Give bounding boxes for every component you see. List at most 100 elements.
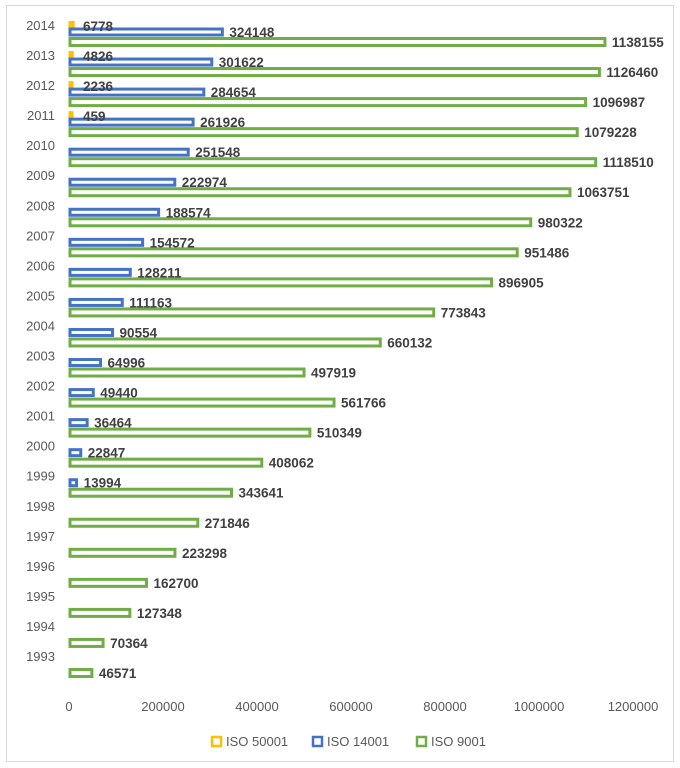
data-label-iso-9001-2000: 408062 (269, 456, 314, 471)
bar-iso-9001-1994 (68, 637, 105, 648)
bar-iso-9001-2001 (68, 427, 312, 438)
data-label-iso-9001-2014: 1138155 (612, 35, 664, 50)
y-tick-label-2010: 2010 (26, 138, 55, 153)
data-label-iso-9001-1993: 46571 (99, 666, 137, 681)
bar-iso-9001-1999 (68, 487, 234, 498)
y-tick-label-1993: 1993 (26, 649, 55, 664)
data-label-iso-50001-2011: 459 (83, 109, 106, 124)
y-tick-label-2013: 2013 (26, 48, 55, 63)
data-label-iso-9001-1998: 271846 (205, 516, 251, 531)
bar-iso-14001-2012 (68, 87, 206, 97)
x-tick-label-1200000: 1200000 (608, 699, 659, 714)
legend-swatch-iso-9001 (415, 735, 428, 748)
data-label-iso-9001-2010: 1118510 (603, 155, 654, 170)
data-label-iso-14001-2006: 128211 (137, 265, 182, 280)
data-label-iso-14001-2000: 22847 (88, 446, 126, 461)
bar-iso-9001-1993 (68, 668, 94, 678)
legend-label-iso-50001: ISO 50001 (226, 734, 288, 749)
bar-iso-14001-2004 (68, 327, 115, 337)
data-label-iso-14001-2008: 188574 (166, 205, 212, 220)
bar-iso-14001-2011 (68, 117, 195, 127)
y-tick-label-2011: 2011 (27, 108, 55, 123)
y-tick-label-1995: 1995 (26, 589, 55, 604)
x-tick-label-1000000: 1000000 (514, 699, 565, 714)
y-tick-label-1999: 1999 (26, 469, 55, 484)
y-tick-label-2004: 2004 (26, 318, 55, 333)
bar-iso-9001-1996 (68, 577, 148, 588)
x-axis-labels: 0 200000 400000 600000 800000 1000000 1200000 (65, 699, 658, 714)
bar-iso-14001-2002 (68, 388, 95, 398)
bar-iso-9001-2008 (68, 217, 533, 228)
data-label-iso-9001-1995: 127348 (137, 606, 183, 621)
bar-iso-14001-2001 (68, 418, 89, 428)
data-labels: 459 2236 4826 6778 13994 22847 36464 49440 64996… (83, 19, 664, 681)
y-tick-label-1996: 1996 (26, 559, 55, 574)
data-label-iso-14001-2004: 90554 (120, 325, 158, 340)
y-tick-label-1997: 1997 (26, 529, 55, 544)
x-tick-label-400000: 400000 (235, 699, 278, 714)
data-label-iso-9001-1997: 223298 (182, 546, 228, 561)
data-label-iso-9001-2011: 1079228 (584, 125, 637, 140)
data-label-iso-9001-2004: 660132 (387, 335, 432, 350)
data-label-iso-9001-2001: 510349 (317, 426, 362, 441)
bar-iso-9001-2013 (68, 67, 601, 78)
legend-label-iso-9001: ISO 9001 (431, 734, 486, 749)
data-label-iso-14001-2010: 251548 (195, 145, 241, 160)
bar-iso-9001-2011 (68, 127, 579, 138)
bar-iso-14001-1999 (68, 478, 79, 488)
bar-iso-9001-2010 (68, 157, 598, 168)
y-tick-label-2009: 2009 (26, 168, 55, 183)
data-label-iso-9001-2008: 980322 (538, 215, 583, 230)
x-tick-label-0: 0 (65, 699, 72, 714)
y-tick-label-2014: 2014 (26, 18, 55, 33)
data-label-iso-50001-2014: 6778 (83, 19, 114, 34)
y-tick-label-2003: 2003 (26, 349, 55, 364)
bar-iso-9001-2009 (68, 187, 572, 198)
bar-iso-9001-1997 (68, 547, 177, 558)
bar-iso-14001-2010 (68, 147, 190, 157)
y-tick-label-2008: 2008 (26, 198, 55, 213)
data-label-iso-9001-1999: 343641 (239, 486, 285, 501)
bar-iso-9001-1998 (68, 517, 200, 528)
data-label-iso-50001-2013: 4826 (83, 49, 114, 64)
bar-iso-14001-2007 (68, 237, 145, 247)
data-label-iso-9001-2007: 951486 (524, 245, 570, 260)
bar-iso-9001-2006 (68, 277, 494, 288)
data-label-iso-14001-2001: 36464 (94, 416, 132, 431)
bar-iso-14001-2008 (68, 207, 161, 217)
bar-iso-9001-2014 (68, 37, 607, 47)
y-axis-labels: 1993 1994 1995 1996 1997 1998 1999 2000 2001 2002… (26, 18, 55, 664)
data-label-iso-9001-2002: 561766 (341, 396, 387, 411)
data-label-iso-9001-2006: 896905 (499, 275, 545, 290)
y-tick-label-1994: 1994 (26, 619, 55, 634)
y-tick-label-2005: 2005 (26, 288, 55, 303)
bar-iso-14001-2003 (68, 358, 103, 368)
data-label-iso-14001-2012: 284654 (211, 85, 257, 100)
bars (68, 21, 607, 678)
data-label-iso-14001-2002: 49440 (100, 386, 138, 401)
data-label-iso-50001-2012: 2236 (83, 79, 114, 94)
y-tick-label-2012: 2012 (26, 78, 55, 93)
bar-iso-14001-2014 (68, 27, 224, 37)
bar-iso-14001-2009 (68, 177, 177, 187)
y-tick-label-1998: 1998 (26, 499, 55, 514)
data-label-iso-9001-2005: 773843 (441, 305, 487, 320)
legend-swatch-iso-50001 (210, 735, 223, 748)
bar-iso-9001-2000 (68, 457, 264, 468)
x-tick-label-200000: 200000 (141, 699, 184, 714)
bar-iso-9001-2005 (68, 307, 436, 318)
data-label-iso-14001-2014: 324148 (229, 25, 275, 40)
bar-iso-14001-2005 (68, 297, 124, 307)
data-label-iso-9001-1994: 70364 (110, 636, 148, 651)
data-label-iso-9001-2013: 1126460 (606, 65, 658, 80)
legend-label-iso-14001: ISO 14001 (327, 734, 389, 749)
bar-iso-14001-2013 (68, 57, 214, 67)
bar-iso-9001-2007 (68, 247, 519, 258)
data-label-iso-9001-2012: 1096987 (593, 95, 646, 110)
y-tick-label-2006: 2006 (26, 258, 55, 273)
data-label-iso-9001-2003: 497919 (311, 366, 356, 381)
bar-iso-9001-2003 (68, 367, 306, 378)
data-label-iso-9001-1996: 162700 (153, 576, 198, 591)
y-tick-label-2007: 2007 (26, 228, 55, 243)
